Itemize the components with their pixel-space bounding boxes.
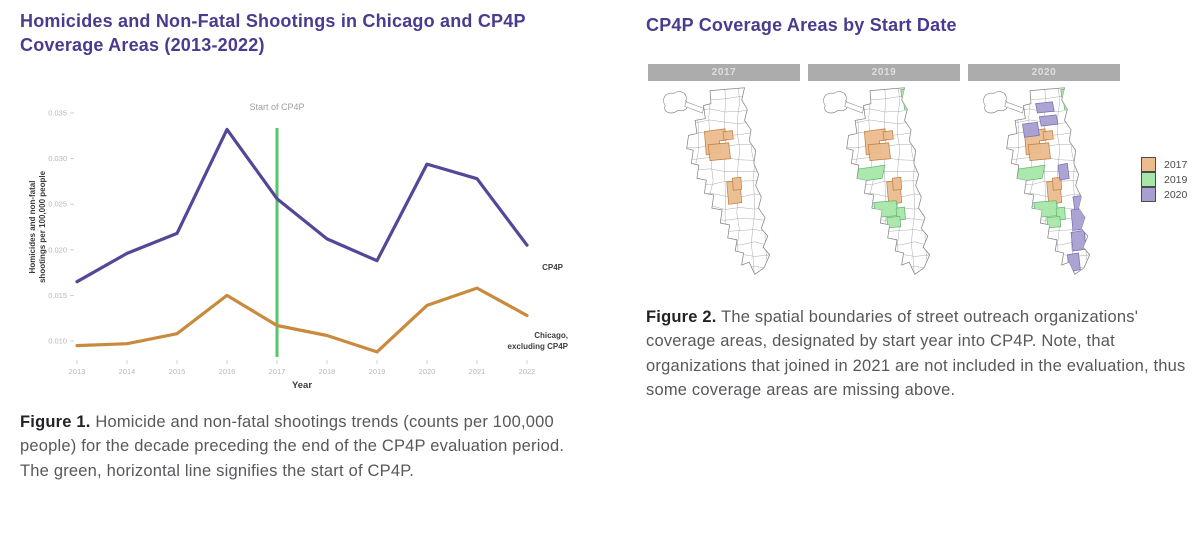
figure2-title: CP4P Coverage Areas by Start Date xyxy=(646,15,957,35)
map-panel-2017: 2017 xyxy=(648,64,800,284)
svg-text:Homicides and non-fatal: Homicides and non-fatal xyxy=(28,181,37,274)
svg-text:2022: 2022 xyxy=(519,367,536,376)
svg-text:2015: 2015 xyxy=(169,367,186,376)
svg-text:0.020: 0.020 xyxy=(48,245,67,254)
map-panel-header-2017: 2017 xyxy=(648,64,800,81)
figure2-caption-label: Figure 2. xyxy=(646,308,717,326)
figure2-caption: Figure 2. The spatial boundaries of stre… xyxy=(646,305,1198,403)
svg-text:shootings per 100,000 people: shootings per 100,000 people xyxy=(38,170,47,283)
coverage-areas xyxy=(704,128,743,205)
legend-row-2017: 2017 xyxy=(1141,157,1187,172)
figure2-caption-text: The spatial boundaries of street outreac… xyxy=(646,308,1186,400)
ohare-outline xyxy=(983,91,1009,114)
svg-text:2019: 2019 xyxy=(369,367,386,376)
series-line-chicago-excluding-cp4p xyxy=(75,286,529,354)
svg-text:2017: 2017 xyxy=(269,367,286,376)
series-label-chicago: Chicago, excluding CP4P xyxy=(508,331,569,351)
legend-label-2017: 2017 xyxy=(1164,158,1188,171)
legend-label-2020: 2020 xyxy=(1164,188,1188,201)
svg-text:2014: 2014 xyxy=(119,367,136,376)
x-axis-label: Year xyxy=(292,380,312,391)
coverage-layer-2017 xyxy=(864,128,903,205)
start-of-cp4p-label: Start of CP4P xyxy=(249,102,304,112)
series-label-cp4p: CP4P xyxy=(542,263,564,272)
svg-text:0.010: 0.010 xyxy=(48,337,67,346)
svg-text:CP4P: CP4P xyxy=(542,263,564,272)
map-panel-header-2020: 2020 xyxy=(968,64,1120,81)
ohare-outline xyxy=(663,91,689,114)
svg-text:excluding CP4P: excluding CP4P xyxy=(508,342,569,351)
line-chart: 0.010 0.015 0.020 0.025 0.030 0.035 2013 2014 20… xyxy=(20,80,595,405)
legend-label-2019: 2019 xyxy=(1164,173,1188,186)
svg-text:Chicago,: Chicago, xyxy=(534,331,568,340)
svg-text:2016: 2016 xyxy=(219,367,236,376)
svg-text:0.030: 0.030 xyxy=(48,154,67,163)
legend-swatch-2020 xyxy=(1141,187,1156,202)
map-panel-2019: 2019 xyxy=(808,64,960,284)
svg-text:2018: 2018 xyxy=(319,367,336,376)
svg-text:0.015: 0.015 xyxy=(48,291,67,300)
coverage-maps-row: 2017 2019 2020 xyxy=(648,64,1120,284)
figure1-caption: Figure 1. Homicide and non-fatal shootin… xyxy=(20,410,568,483)
y-axis-ticks: 0.010 0.015 0.020 0.025 0.030 0.035 xyxy=(48,109,74,346)
figure1-title: Homicides and Non-Fatal Shootings in Chi… xyxy=(20,11,526,55)
coverage-layer-2017 xyxy=(704,128,743,205)
svg-text:2021: 2021 xyxy=(469,367,486,376)
x-axis-ticks: 2013 2014 2015 2016 2017 2018 2019 2020 2021 2022 xyxy=(69,360,536,376)
map-legend: 2017 2019 2020 xyxy=(1141,157,1187,202)
svg-text:0.025: 0.025 xyxy=(48,200,67,209)
map-panel-2020: 2020 xyxy=(968,64,1120,284)
svg-text:2020: 2020 xyxy=(419,367,436,376)
series-line-cp4p xyxy=(75,127,529,284)
chicago-map-2019 xyxy=(823,87,931,275)
figure1-caption-text: Homicide and non-fatal shootings trends … xyxy=(20,413,565,480)
legend-row-2020: 2020 xyxy=(1141,187,1187,202)
chicago-map-2020 xyxy=(983,87,1091,275)
y-axis-label: Homicides and non-fatal shootings per 100… xyxy=(28,170,47,283)
svg-text:0.035: 0.035 xyxy=(48,109,67,118)
chicago-map-2017 xyxy=(663,87,771,275)
figure1-caption-label: Figure 1. xyxy=(20,413,91,431)
svg-text:2013: 2013 xyxy=(69,367,86,376)
legend-swatch-2019 xyxy=(1141,172,1156,187)
ohare-outline xyxy=(823,91,849,114)
legend-swatch-2017 xyxy=(1141,157,1156,172)
legend-row-2019: 2019 xyxy=(1141,172,1187,187)
map-panel-header-2019: 2019 xyxy=(808,64,960,81)
